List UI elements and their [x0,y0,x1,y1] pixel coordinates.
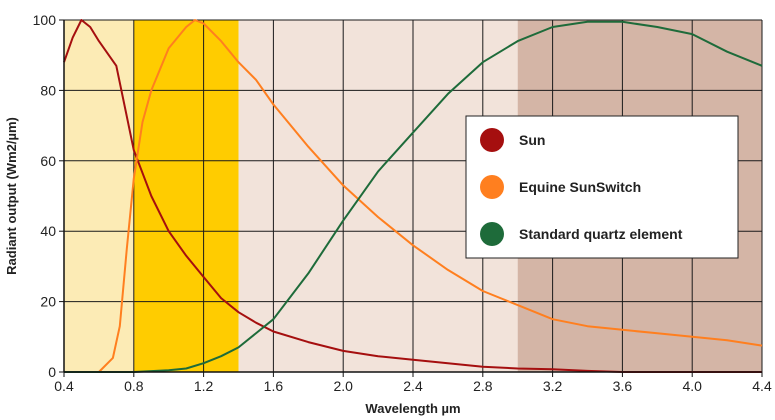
y-tick-label: 60 [40,153,56,169]
x-tick-label: 2.4 [403,378,423,394]
band-0 [64,20,134,372]
x-tick-labels: 0.4 0.8 1.2 1.6 2.0 2.4 2.8 3.2 3.6 4.0 4.4 [54,378,772,394]
y-tick-label: 20 [40,294,56,310]
x-tick-label: 4.0 [682,378,702,394]
series-lines [63,19,763,373]
x-tick-label: 1.2 [194,378,214,394]
y-tick-label: 100 [33,12,57,28]
legend-marker-2 [480,222,504,246]
x-tick-label: 2.8 [473,378,493,394]
legend-label-1: Equine SunSwitch [519,179,641,195]
legend-label-2: Standard quartz element [519,226,683,242]
y-axis-title: Radiant output (Wm2/µm) [4,117,19,275]
x-tick-label: 1.6 [264,378,284,394]
y-tick-label: 0 [48,364,56,380]
x-tick-label: 3.2 [543,378,563,394]
axes [59,19,763,377]
series-line-2 [64,20,763,373]
legend-marker-0 [480,128,504,152]
legend-box [465,115,739,259]
legend-label-0: Sun [519,132,545,148]
x-axis-title: Wavelength µm [365,401,460,416]
series-line-0 [63,19,762,373]
y-tick-label: 80 [40,82,56,98]
x-tick-label: 0.4 [54,378,74,394]
x-tick-label: 3.6 [613,378,633,394]
y-tick-label: 40 [40,223,56,239]
y-tick-labels: 0 20 40 60 80 100 [33,12,57,380]
legend-marker-1 [480,175,504,199]
legend: Sun Equine SunSwitch Standard quartz eleme… [465,115,739,259]
band-1 [133,20,239,372]
series-line-1 [64,19,763,373]
x-tick-label: 2.0 [333,378,353,394]
x-tick-label: 0.8 [124,378,144,394]
x-tick-label: 4.4 [752,378,772,394]
